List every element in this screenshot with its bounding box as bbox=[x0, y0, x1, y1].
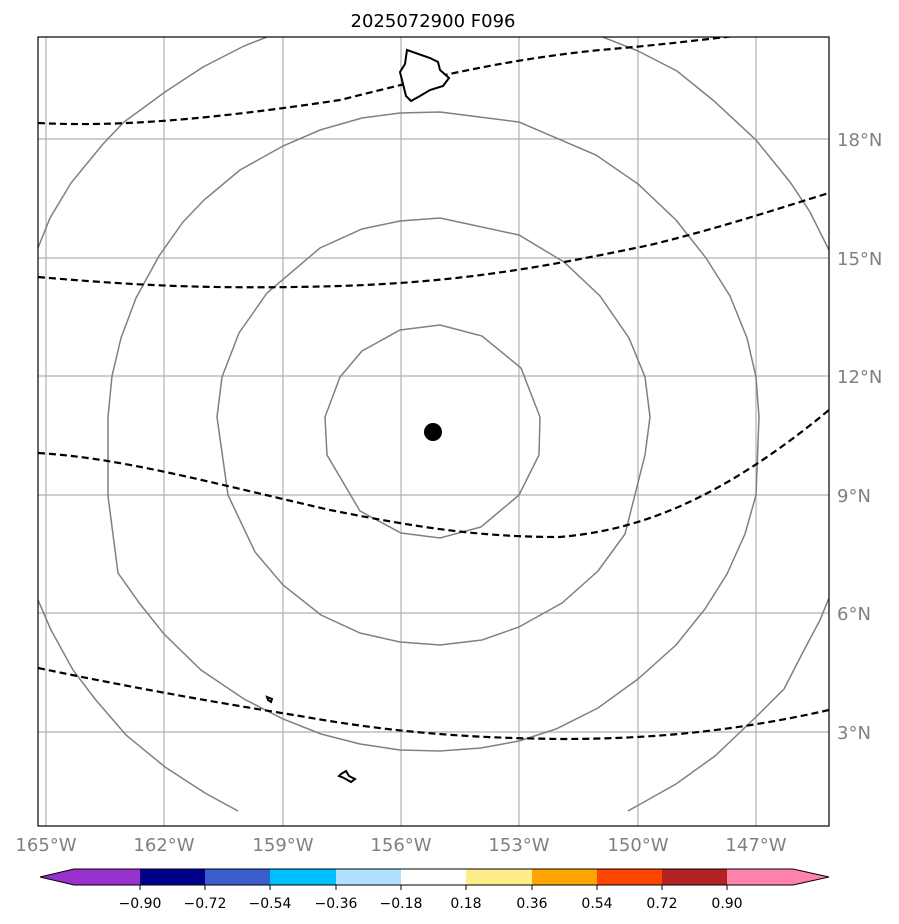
contour-ring-4 bbox=[38, 37, 270, 249]
hawaii-island-coastline bbox=[398, 48, 451, 103]
coastlines bbox=[265, 48, 451, 784]
colorbar-high-extend bbox=[793, 869, 829, 885]
lon-label: 147°W bbox=[725, 835, 786, 856]
colorbar-segment bbox=[466, 869, 532, 885]
colorbar-tick-label: −0.90 bbox=[119, 896, 162, 912]
concentric-contours bbox=[38, 37, 829, 812]
atoll-coastline bbox=[337, 769, 357, 784]
colorbar-segment bbox=[662, 869, 727, 885]
contour-ring-4 bbox=[600, 37, 829, 251]
colorbar-tick-label: 0.54 bbox=[581, 896, 612, 912]
colorbar-tick-label: 0.18 bbox=[450, 896, 481, 912]
streamline bbox=[38, 191, 829, 289]
colorbar-outline bbox=[39, 868, 830, 886]
colorbar-segment bbox=[532, 869, 597, 885]
longitude-labels: 165°W 162°W 159°W 156°W 153°W 150°W 147°… bbox=[15, 835, 786, 856]
map-title: 2025072900 F096 bbox=[351, 11, 516, 32]
colorbar-tick-label: −0.18 bbox=[380, 896, 423, 912]
lon-label: 156°W bbox=[370, 835, 431, 856]
colorbar-tick-label: 0.72 bbox=[646, 896, 677, 912]
colorbar-segment bbox=[401, 869, 466, 885]
lat-label: 15°N bbox=[837, 249, 882, 270]
colorbar-tick-label: −0.36 bbox=[315, 896, 358, 912]
contour-ring-1 bbox=[324, 324, 541, 539]
colorbar-tick-label: 0.36 bbox=[516, 896, 547, 912]
colorbar-segment bbox=[336, 869, 401, 885]
latitude-labels: 18°N 15°N 12°N 9°N 6°N 3°N bbox=[837, 130, 882, 744]
lat-label: 6°N bbox=[837, 604, 871, 625]
contour-ring-4 bbox=[38, 599, 239, 812]
plot-frame bbox=[37, 36, 830, 827]
streamline bbox=[38, 666, 829, 741]
colorbar-segment bbox=[597, 869, 662, 885]
small-islet-coastline bbox=[265, 695, 274, 704]
colorbar-segment bbox=[140, 869, 205, 885]
lat-label: 9°N bbox=[837, 486, 871, 507]
colorbar: −0.90 −0.72 −0.54 −0.36 −0.18 0.18 0.36 … bbox=[39, 868, 830, 912]
colorbar-low-extend bbox=[40, 869, 74, 885]
lat-label: 18°N bbox=[837, 130, 882, 151]
contour-ring-4 bbox=[627, 597, 829, 812]
contour-ring-2 bbox=[216, 217, 651, 646]
streamline bbox=[38, 37, 736, 126]
colorbar-tick-label: −0.54 bbox=[249, 896, 292, 912]
plot-area bbox=[38, 37, 829, 826]
colorbar-segment bbox=[205, 869, 270, 885]
lon-label: 159°W bbox=[252, 835, 313, 856]
colorbar-tick-label: 0.90 bbox=[711, 896, 742, 912]
storm-center-dot bbox=[424, 423, 442, 441]
lon-label: 153°W bbox=[488, 835, 549, 856]
lon-label: 162°W bbox=[133, 835, 194, 856]
lat-label: 12°N bbox=[837, 367, 882, 388]
lon-label: 150°W bbox=[607, 835, 668, 856]
streamline bbox=[38, 409, 829, 539]
colorbar-segment bbox=[74, 869, 140, 885]
lat-label: 3°N bbox=[837, 723, 871, 744]
contour-ring-3 bbox=[107, 111, 760, 752]
colorbar-tick-label: −0.72 bbox=[184, 896, 227, 912]
colorbar-segment bbox=[270, 869, 336, 885]
lon-label: 165°W bbox=[15, 835, 76, 856]
colorbar-segment bbox=[727, 869, 793, 885]
colorbar-ticks bbox=[139, 885, 728, 890]
